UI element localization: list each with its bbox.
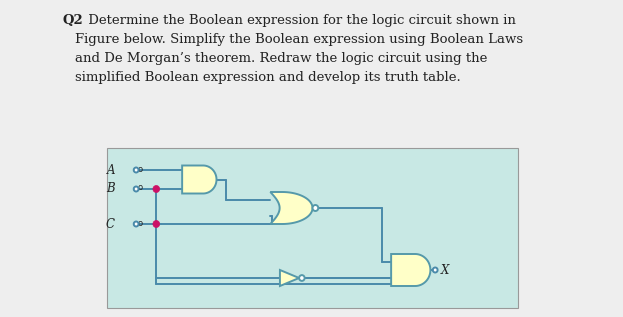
Text: X: X: [441, 263, 449, 276]
Text: C: C: [106, 217, 115, 230]
Circle shape: [299, 275, 305, 281]
Text: o: o: [137, 184, 142, 192]
Text: simplified Boolean expression and develop its truth table.: simplified Boolean expression and develo…: [75, 71, 460, 84]
Polygon shape: [391, 254, 430, 286]
Polygon shape: [270, 192, 313, 224]
Circle shape: [134, 186, 138, 191]
Circle shape: [153, 221, 159, 228]
Circle shape: [313, 205, 318, 211]
Polygon shape: [280, 270, 299, 286]
Text: B: B: [107, 183, 115, 196]
Text: Q2: Q2: [62, 14, 83, 27]
Circle shape: [134, 222, 138, 227]
Circle shape: [134, 167, 138, 172]
Circle shape: [153, 185, 159, 192]
Bar: [107, 148, 518, 308]
Circle shape: [433, 268, 437, 273]
Text: o: o: [137, 218, 142, 228]
Text: o: o: [137, 165, 142, 173]
Text: Determine the Boolean expression for the logic circuit shown in: Determine the Boolean expression for the…: [84, 14, 516, 27]
Text: A: A: [107, 164, 115, 177]
Text: Figure below. Simplify the Boolean expression using Boolean Laws: Figure below. Simplify the Boolean expre…: [75, 33, 523, 46]
Text: and De Morgan’s theorem. Redraw the logic circuit using the: and De Morgan’s theorem. Redraw the logi…: [75, 52, 487, 65]
Polygon shape: [182, 165, 217, 193]
